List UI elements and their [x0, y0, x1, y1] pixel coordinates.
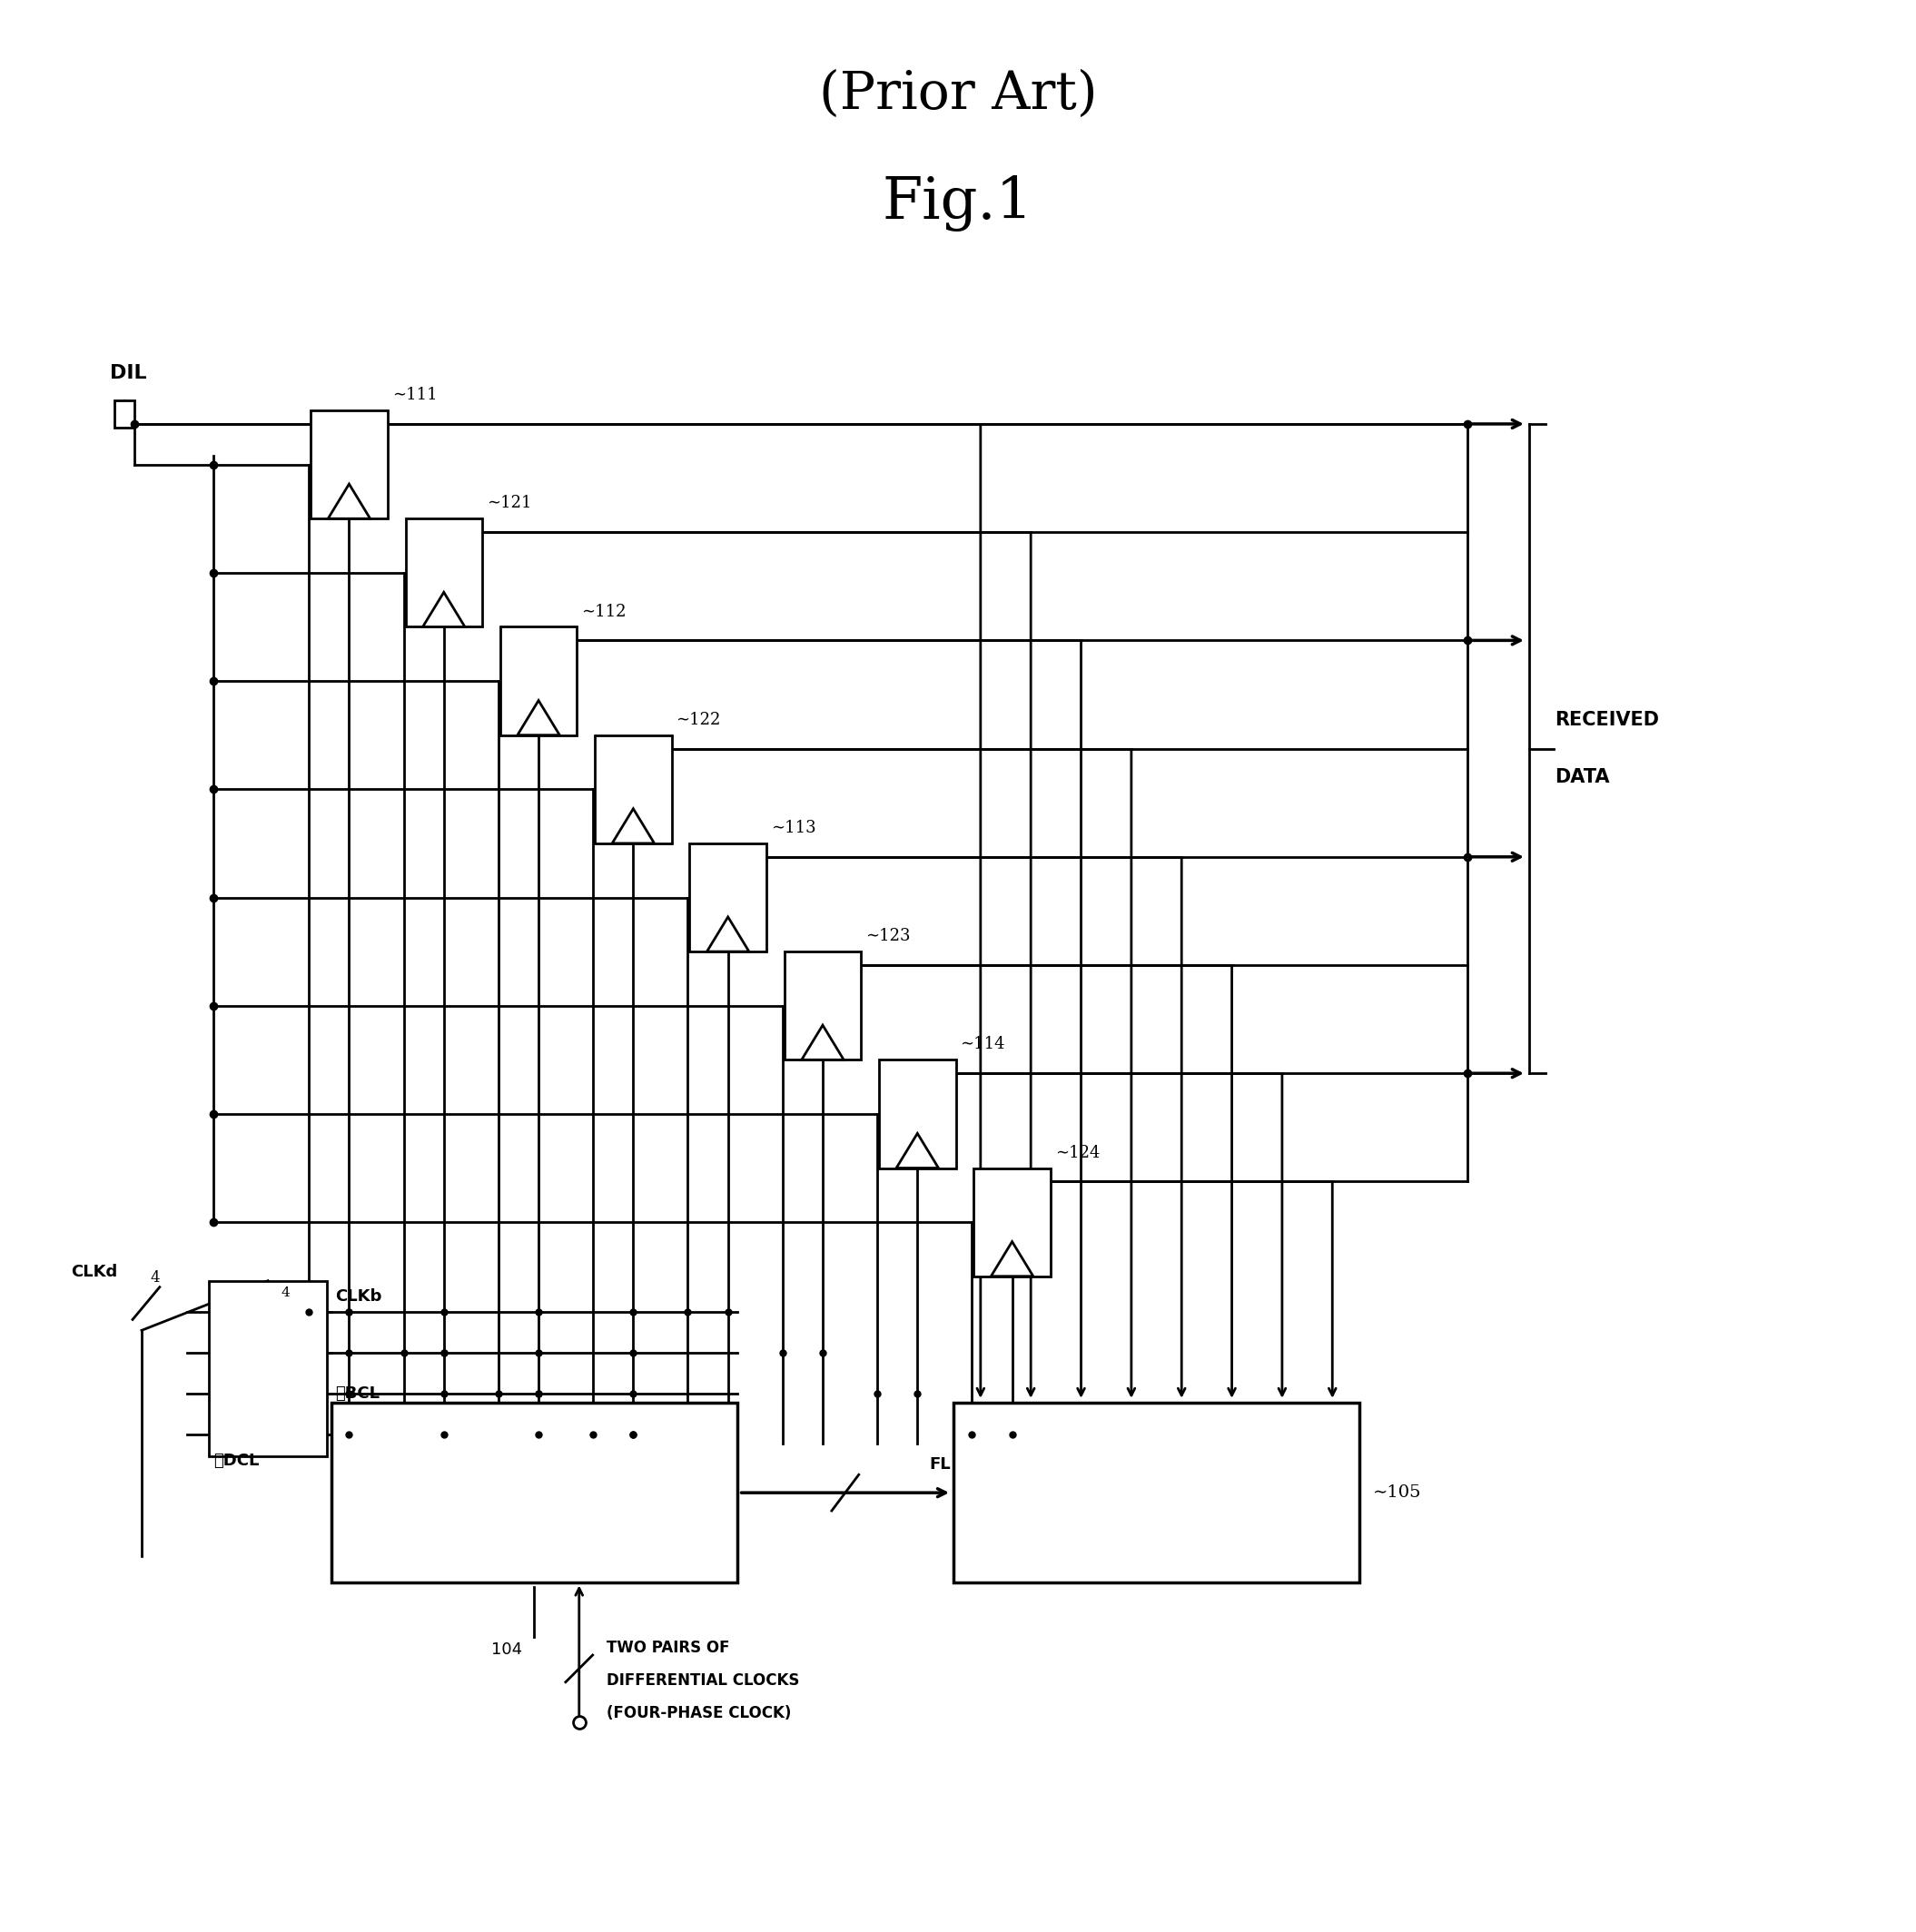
- Text: PHASE: PHASE: [1119, 1464, 1194, 1482]
- Text: 4: 4: [282, 1287, 291, 1298]
- Polygon shape: [707, 918, 749, 952]
- Polygon shape: [328, 485, 370, 518]
- Text: ∼111: ∼111: [393, 386, 437, 404]
- Text: PHASE: PHASE: [496, 1464, 571, 1482]
- Bar: [115, 400, 134, 427]
- Bar: [406, 518, 483, 626]
- Text: ∼124: ∼124: [1056, 1144, 1100, 1161]
- Text: CLKb: CLKb: [335, 1289, 381, 1304]
- Bar: [310, 410, 387, 518]
- Text: Fig.1: Fig.1: [883, 174, 1033, 232]
- Text: ∼112: ∼112: [581, 603, 627, 620]
- Polygon shape: [991, 1242, 1033, 1277]
- Bar: [973, 1169, 1050, 1277]
- Text: ∼105: ∼105: [1374, 1484, 1422, 1501]
- Text: DATA: DATA: [1556, 769, 1609, 786]
- Text: 〈DCL: 〈DCL: [215, 1453, 259, 1470]
- Polygon shape: [801, 1026, 843, 1061]
- Text: DIFFERENTIAL CLOCKS: DIFFERENTIAL CLOCKS: [605, 1673, 799, 1689]
- Text: RECEIVED: RECEIVED: [1556, 711, 1659, 728]
- Text: ∼121: ∼121: [487, 495, 531, 512]
- Text: TWO PAIRS OF: TWO PAIRS OF: [605, 1640, 730, 1656]
- Text: ∼123: ∼123: [866, 927, 910, 945]
- Polygon shape: [897, 1134, 939, 1169]
- Text: 104: 104: [492, 1642, 523, 1658]
- Bar: [690, 844, 766, 952]
- Bar: [954, 1403, 1360, 1582]
- Text: (Prior Art): (Prior Art): [818, 70, 1098, 120]
- Text: ∼122: ∼122: [676, 711, 720, 728]
- Text: (FOUR-PHASE CLOCK): (FOUR-PHASE CLOCK): [605, 1704, 791, 1721]
- Text: 〈BCL: 〈BCL: [335, 1385, 379, 1403]
- Bar: [209, 1281, 326, 1457]
- Polygon shape: [423, 593, 466, 626]
- Text: 4: 4: [151, 1269, 161, 1285]
- Text: ∼113: ∼113: [770, 819, 816, 837]
- Text: DIL: DIL: [109, 365, 148, 383]
- Polygon shape: [613, 810, 655, 844]
- Text: ∼114: ∼114: [960, 1036, 1006, 1053]
- Bar: [500, 626, 577, 734]
- Bar: [331, 1403, 738, 1582]
- Text: INTERPOLATOR: INTERPOLATOR: [448, 1509, 621, 1526]
- Text: FL: FL: [929, 1457, 950, 1472]
- Bar: [879, 1061, 956, 1169]
- Polygon shape: [517, 701, 559, 734]
- Text: CLKd: CLKd: [71, 1264, 117, 1279]
- Bar: [784, 952, 860, 1061]
- Text: COMPARATOR: COMPARATOR: [1079, 1509, 1236, 1526]
- Bar: [594, 734, 673, 844]
